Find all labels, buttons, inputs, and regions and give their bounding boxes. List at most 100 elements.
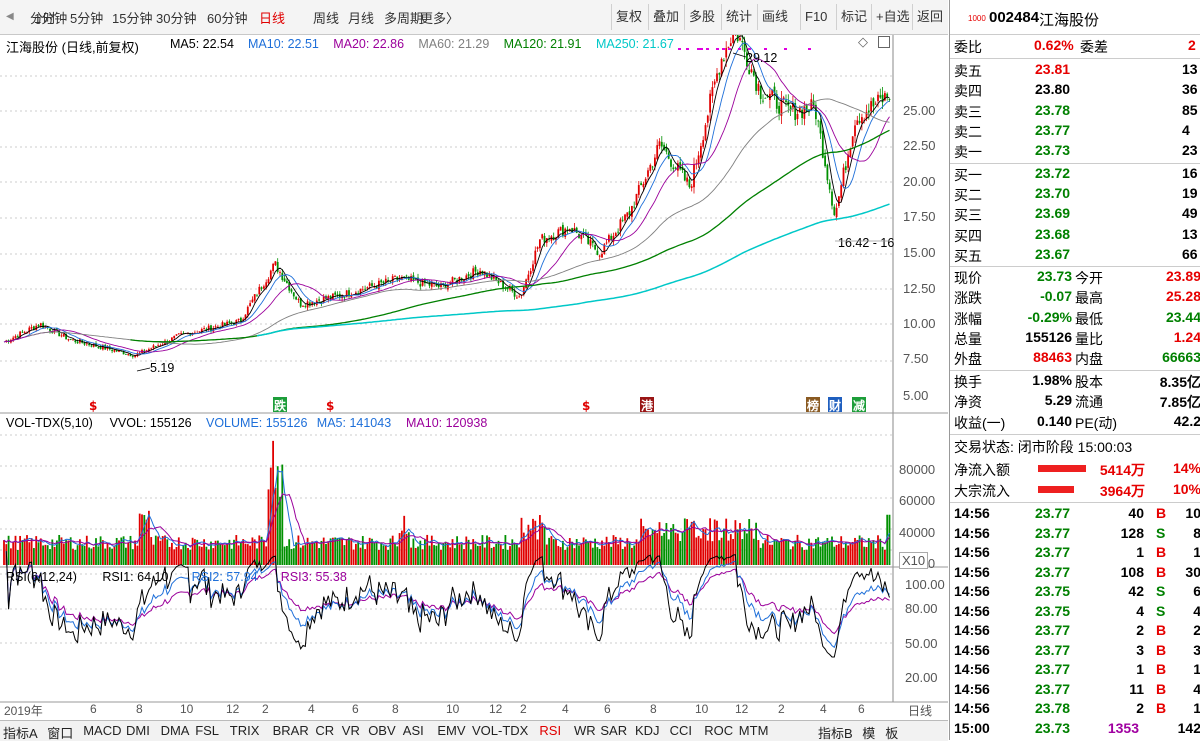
indicator-tab-7[interactable]: BRAR bbox=[272, 723, 309, 738]
toolbar-button-3[interactable]: 统计 bbox=[721, 4, 756, 30]
period-tab-8[interactable]: 月线 bbox=[348, 11, 375, 26]
indicator-tab-3[interactable]: DMI bbox=[126, 723, 150, 738]
indicator-tab-6[interactable]: TRIX bbox=[229, 723, 260, 738]
indicator-tab-8[interactable]: CR bbox=[315, 723, 335, 738]
candle-body bbox=[256, 295, 258, 297]
indicator-tab-0[interactable]: 指标A bbox=[3, 726, 38, 741]
ask-price-3: 23.77 bbox=[1035, 121, 1071, 138]
volume-bar bbox=[329, 538, 332, 565]
indicator-tab-19[interactable]: ROC bbox=[704, 723, 734, 738]
bid-price-0: 23.72 bbox=[1035, 165, 1071, 181]
toolbar-button-1[interactable]: 叠加 bbox=[648, 4, 683, 30]
indicator-tab-16[interactable]: SAR bbox=[600, 723, 628, 738]
candle-body bbox=[350, 295, 353, 298]
indicator-tab-14[interactable]: RSI bbox=[539, 723, 562, 738]
indicator-tab-21[interactable]: 指标B bbox=[818, 726, 853, 741]
volume-bar bbox=[598, 548, 601, 565]
indicator-tab-11[interactable]: ASI bbox=[402, 723, 424, 738]
toolbar-button-4[interactable]: 画线 bbox=[757, 4, 792, 30]
period-scroll-icon[interactable]: ◀ bbox=[6, 11, 14, 22]
kline-chart-svg[interactable]: 29.12 5.19 16.42 - 16 $ 跌 $ $ 港 榜财减 bbox=[0, 35, 948, 720]
indicator-tab-2[interactable]: MACD bbox=[83, 723, 122, 738]
indicator-tab-10[interactable]: OBV bbox=[368, 723, 396, 738]
volume-bar bbox=[299, 547, 302, 565]
indicator-tab-18[interactable]: CCI bbox=[669, 723, 692, 738]
volume-bar bbox=[785, 539, 787, 565]
toolbar-button-5[interactable]: F10 bbox=[800, 4, 831, 30]
toolbar-button-2[interactable]: 多股 bbox=[684, 4, 719, 30]
candle-body bbox=[343, 297, 346, 299]
diamond-icon[interactable]: ◇ bbox=[858, 34, 868, 49]
period-tab-0[interactable]: 分时 bbox=[30, 11, 57, 26]
period-tab-1[interactable]: 1分钟 bbox=[34, 11, 68, 26]
candle-body bbox=[619, 219, 622, 232]
indicator-tab-12[interactable]: EMV bbox=[437, 723, 466, 738]
volume-bar bbox=[161, 536, 164, 565]
period-tab-2[interactable]: 5分钟 bbox=[70, 11, 104, 26]
bid-label-1: 买二 bbox=[954, 187, 982, 204]
stock-code: 002484 bbox=[989, 9, 1040, 26]
candle-body bbox=[571, 228, 573, 233]
period-tab-5[interactable]: 60分钟 bbox=[207, 11, 248, 26]
volume-bar bbox=[720, 537, 723, 565]
indicator-tab-17[interactable]: KDJ bbox=[635, 723, 660, 738]
indicator-tab-4[interactable]: DMA bbox=[160, 723, 190, 738]
toolbar-button-7[interactable]: +自选 bbox=[871, 4, 914, 30]
indicator-tab-15[interactable]: WR bbox=[574, 723, 596, 738]
volume-bar bbox=[631, 547, 633, 565]
indicator-tab-13[interactable]: VOL-TDX bbox=[472, 723, 529, 738]
candle-body bbox=[134, 355, 136, 358]
candle-body bbox=[299, 297, 302, 307]
volume-bar bbox=[874, 548, 877, 565]
period-tab-3[interactable]: 15分钟 bbox=[112, 11, 153, 26]
candle-body bbox=[812, 100, 815, 106]
period-tab-9[interactable]: 多周期 bbox=[384, 11, 424, 26]
candle-body bbox=[281, 272, 284, 280]
period-tab-4[interactable]: 30分钟 bbox=[156, 11, 197, 26]
volume-bar bbox=[157, 536, 159, 565]
candle-body bbox=[115, 350, 118, 352]
indicator-tab-20[interactable]: MTM bbox=[738, 723, 769, 738]
indicator-tab-9[interactable]: VR bbox=[341, 723, 360, 738]
volume-bar bbox=[713, 519, 716, 565]
candle-body bbox=[138, 352, 141, 354]
candle-body bbox=[125, 353, 127, 355]
candle-body bbox=[785, 100, 787, 103]
maximize-icon[interactable] bbox=[878, 36, 890, 48]
candle-body bbox=[405, 275, 408, 277]
candle-body bbox=[552, 236, 555, 240]
period-tab-10[interactable]: 更多〉 bbox=[420, 11, 460, 26]
toolbar-button-6[interactable]: 标记 bbox=[836, 4, 871, 30]
ma-label-5: MA250: 21.67 bbox=[596, 37, 674, 51]
candle-body bbox=[157, 345, 159, 347]
volume-bar bbox=[92, 546, 95, 565]
volume-bar bbox=[817, 537, 820, 565]
fund-label-2: 收益(一) bbox=[954, 414, 1006, 431]
volume-bar bbox=[550, 536, 553, 565]
volume-bar bbox=[585, 539, 587, 565]
period-tab-6[interactable]: 日线 bbox=[259, 11, 286, 26]
candle-body bbox=[716, 73, 718, 82]
volume-bar bbox=[447, 542, 449, 565]
volume-bar bbox=[134, 540, 136, 565]
x-tick-17: 2 bbox=[778, 702, 785, 716]
volume-bar bbox=[863, 546, 866, 565]
indicator-tab-23[interactable]: 板 bbox=[885, 726, 899, 741]
candle-body bbox=[589, 239, 592, 246]
bid-volume-4: 66 bbox=[1182, 245, 1198, 262]
indicator-tab-5[interactable]: FSL bbox=[195, 723, 220, 738]
candle-body bbox=[200, 329, 203, 333]
indicator-tab-1[interactable]: 窗口 bbox=[47, 726, 74, 741]
ask-volume-0: 13 bbox=[1182, 61, 1198, 77]
volume-bar bbox=[394, 543, 396, 565]
indicator-tab-22[interactable]: 模 bbox=[862, 726, 876, 741]
period-tab-7[interactable]: 周线 bbox=[313, 11, 340, 26]
toolbar-button-8[interactable]: 返回 bbox=[912, 4, 947, 30]
volume-bar bbox=[741, 539, 744, 565]
candle-body bbox=[171, 337, 173, 341]
toolbar-button-0[interactable]: 复权 bbox=[611, 4, 646, 30]
candle-body bbox=[559, 226, 562, 231]
candle-body bbox=[649, 164, 652, 171]
volume-bar bbox=[513, 543, 516, 565]
candle-body bbox=[65, 334, 67, 340]
